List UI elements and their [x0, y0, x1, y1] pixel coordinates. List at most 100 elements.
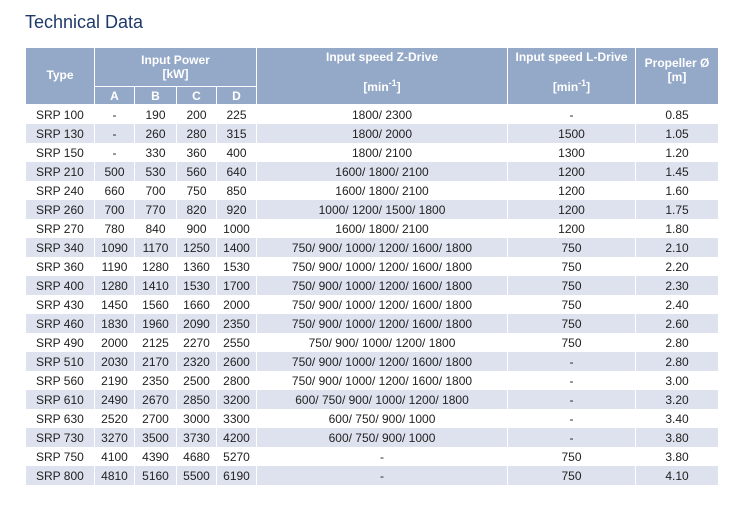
cell-type: SRP 270 [25, 219, 95, 238]
cell-power-d: 1400 [216, 238, 257, 257]
cell-propeller-diameter: 2.30 [635, 276, 719, 295]
cell-power-b: 260 [134, 124, 177, 143]
cell-propeller-diameter: 1.60 [635, 181, 719, 200]
cell-type: SRP 130 [25, 124, 95, 143]
table-row: SRP 460 1830 1960 2090 2350 750/ 900/ 1000/ 1… [25, 314, 719, 333]
cell-l-drive-speed: 750 [507, 238, 636, 257]
cell-z-drive-speed: 1800/ 2000 [256, 124, 508, 143]
cell-power-a: 2000 [94, 333, 135, 352]
cell-power-d: 2550 [216, 333, 257, 352]
cell-power-c: 2850 [176, 390, 217, 409]
cell-l-drive-speed: 750 [507, 314, 636, 333]
cell-type: SRP 800 [25, 466, 95, 485]
cell-power-a: 4100 [94, 447, 135, 466]
cell-power-b: 2125 [134, 333, 177, 352]
cell-power-d: 1700 [216, 276, 257, 295]
cell-power-a: 1830 [94, 314, 135, 333]
cell-type: SRP 630 [25, 409, 95, 428]
table-row: SRP 400 1280 1410 1530 1700 750/ 900/ 1000/ 1… [25, 276, 719, 295]
header-a: A [94, 86, 135, 105]
cell-power-d: 920 [216, 200, 257, 219]
header-d: D [216, 86, 257, 105]
cell-power-b: 2670 [134, 390, 177, 409]
cell-z-drive-speed: 750/ 900/ 1000/ 1200/ 1600/ 1800 [256, 276, 508, 295]
cell-power-b: 1410 [134, 276, 177, 295]
cell-power-c: 820 [176, 200, 217, 219]
cell-power-b: 2700 [134, 409, 177, 428]
cell-z-drive-speed: 750/ 900/ 1000/ 1200/ 1600/ 1800 [256, 257, 508, 276]
cell-power-c: 750 [176, 181, 217, 200]
cell-power-b: 1560 [134, 295, 177, 314]
cell-power-a: 1190 [94, 257, 135, 276]
cell-type: SRP 750 [25, 447, 95, 466]
cell-power-c: 2090 [176, 314, 217, 333]
cell-power-d: 400 [216, 143, 257, 162]
table-row: SRP 150-330 360 400 1800/ 2100 1300 1.20 [25, 143, 719, 162]
cell-power-a: 2490 [94, 390, 135, 409]
cell-power-c: 200 [176, 104, 217, 124]
table-row: SRP 610 2490 2670 2850 3200 600/ 750/ 900/ 10… [25, 390, 719, 409]
table-row: SRP 360 1190 1280 1360 1530 750/ 900/ 1000/ 1… [25, 257, 719, 276]
cell-power-d: 3200 [216, 390, 257, 409]
cell-l-drive-speed: 750 [507, 447, 636, 466]
cell-type: SRP 610 [25, 390, 95, 409]
cell-power-b: 1170 [134, 238, 177, 257]
cell-l-drive-speed: 1200 [507, 181, 636, 200]
cell-power-b: 4390 [134, 447, 177, 466]
cell-power-d: 4200 [216, 428, 257, 447]
cell-propeller-diameter: 3.80 [635, 447, 719, 466]
cell-type: SRP 150 [25, 143, 95, 162]
cell-power-d: 2600 [216, 352, 257, 371]
cell-power-d: 225 [216, 104, 257, 124]
cell-power-d: 2350 [216, 314, 257, 333]
header-l-drive: Input speed L-Drive [min-1] [507, 47, 636, 105]
cell-power-d: 3300 [216, 409, 257, 428]
cell-power-a: 2190 [94, 371, 135, 390]
cell-l-drive-speed: 750 [507, 466, 636, 485]
table-row: SRP 340 1090 1170 1250 1400 750/ 900/ 1000/ 1… [25, 238, 719, 257]
table-row: SRP 270 780 840 900 1000 1600/ 1800/ 2100 1200… [25, 219, 719, 238]
table-row: SRP 800 4810 5160 5500 6190-750 4.10 [25, 466, 719, 485]
cell-power-b: 190 [134, 104, 177, 124]
cell-power-a: 700 [94, 200, 135, 219]
cell-l-drive-speed: 750 [507, 257, 636, 276]
cell-power-b: 770 [134, 200, 177, 219]
cell-z-drive-speed: 750/ 900/ 1000/ 1200/ 1600/ 1800 [256, 371, 508, 390]
cell-z-drive-speed: 1600/ 1800/ 2100 [256, 162, 508, 181]
cell-type: SRP 430 [25, 295, 95, 314]
cell-z-drive-speed: 750/ 900/ 1000/ 1200/ 1600/ 1800 [256, 352, 508, 371]
cell-power-b: 1280 [134, 257, 177, 276]
table-row: SRP 430 1450 1560 1660 2000 750/ 900/ 1000/ 1… [25, 295, 719, 314]
cell-power-c: 4680 [176, 447, 217, 466]
cell-propeller-diameter: 3.20 [635, 390, 719, 409]
cell-power-b: 3500 [134, 428, 177, 447]
cell-power-a: 660 [94, 181, 135, 200]
table-row: SRP 240 660 700 750 850 1600/ 1800/ 2100 1200 1… [25, 181, 719, 200]
cell-power-c: 900 [176, 219, 217, 238]
cell-z-drive-speed: 1800/ 2300 [256, 104, 508, 124]
cell-z-drive-speed: 1600/ 1800/ 2100 [256, 181, 508, 200]
cell-power-a: 1090 [94, 238, 135, 257]
cell-propeller-diameter: 1.80 [635, 219, 719, 238]
header-z-drive: Input speed Z-Drive [min-1] [256, 47, 508, 105]
cell-propeller-diameter: 4.10 [635, 466, 719, 485]
cell-type: SRP 100 [25, 104, 95, 124]
cell-l-drive-speed: 750 [507, 295, 636, 314]
cell-type: SRP 240 [25, 181, 95, 200]
cell-power-a: 2520 [94, 409, 135, 428]
header-b: B [134, 86, 177, 105]
cell-l-drive-speed: 750 [507, 276, 636, 295]
cell-power-d: 1000 [216, 219, 257, 238]
cell-z-drive-speed: 600/ 750/ 900/ 1000/ 1200/ 1800 [256, 390, 508, 409]
cell-propeller-diameter: 1.20 [635, 143, 719, 162]
cell-power-a: - [94, 104, 135, 124]
cell-power-c: 3730 [176, 428, 217, 447]
cell-propeller-diameter: 3.00 [635, 371, 719, 390]
cell-power-c: 2320 [176, 352, 217, 371]
cell-z-drive-speed: 1600/ 1800/ 2100 [256, 219, 508, 238]
cell-type: SRP 340 [25, 238, 95, 257]
cell-propeller-diameter: 2.80 [635, 333, 719, 352]
cell-l-drive-speed: 1300 [507, 143, 636, 162]
cell-propeller-diameter: 3.80 [635, 428, 719, 447]
table-row: SRP 560 2190 2350 2500 2800 750/ 900/ 1000/ 1… [25, 371, 719, 390]
